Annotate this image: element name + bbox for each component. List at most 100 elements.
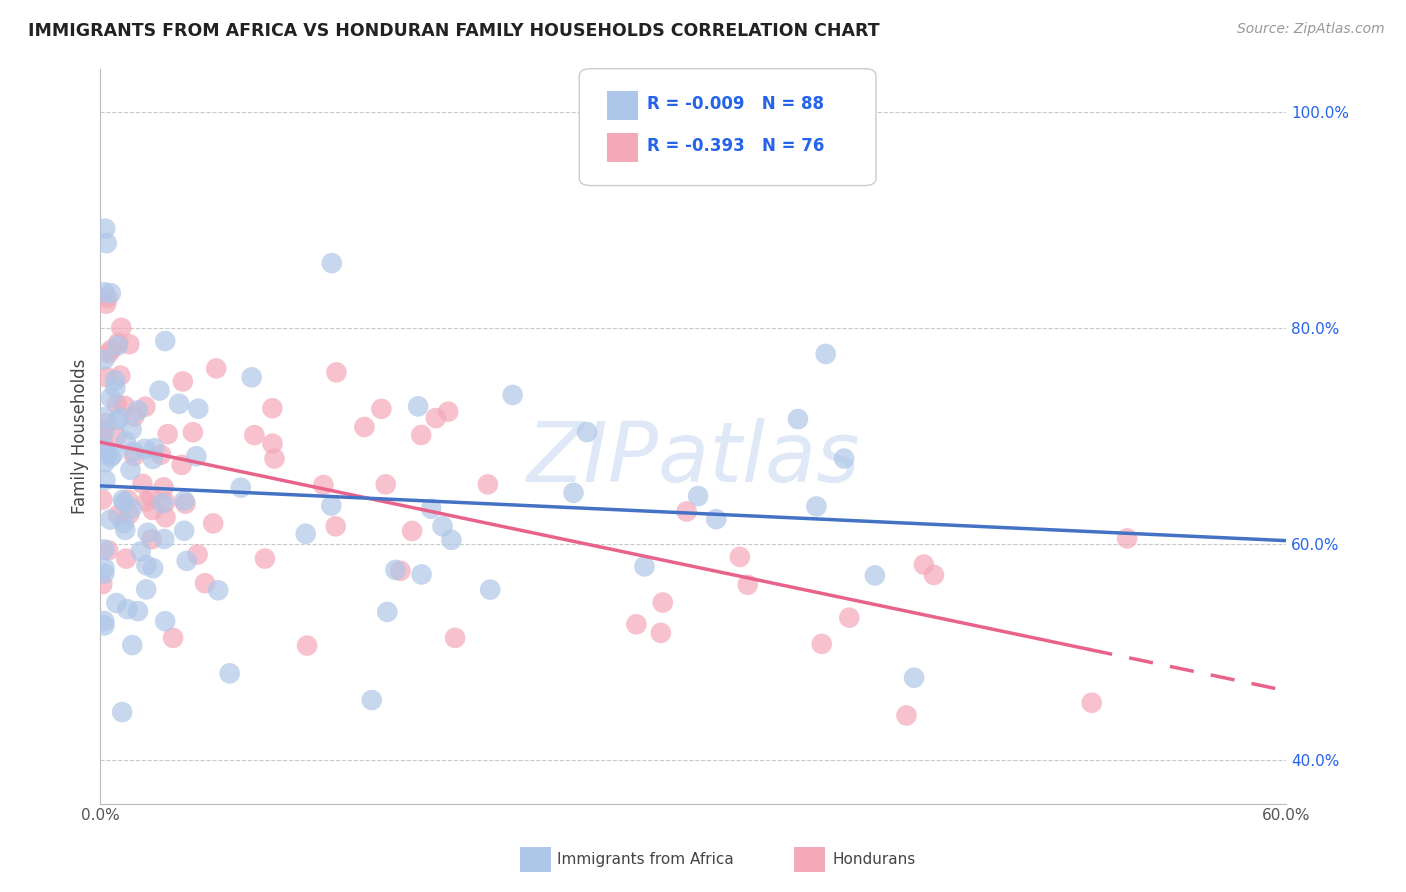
Point	[384, 563, 406, 577]
Point	[321, 499, 343, 513]
Point	[129, 544, 152, 558]
Point	[114, 434, 136, 449]
Point	[111, 492, 134, 507]
Point	[117, 602, 139, 616]
Text: Immigrants from Africa: Immigrants from Africa	[557, 853, 734, 867]
Point	[626, 617, 648, 632]
Point	[103, 447, 125, 461]
Point	[262, 401, 284, 416]
Point	[152, 496, 174, 510]
Point	[187, 548, 209, 562]
Point	[374, 477, 396, 491]
Point	[152, 480, 174, 494]
Point	[96, 296, 118, 310]
Point	[93, 352, 115, 367]
Point	[105, 397, 128, 411]
Point	[243, 428, 266, 442]
Text: IMMIGRANTS FROM AFRICA VS HONDURAN FAMILY HOUSEHOLDS CORRELATION CHART: IMMIGRANTS FROM AFRICA VS HONDURAN FAMIL…	[28, 22, 880, 40]
Point	[141, 532, 163, 546]
Point	[155, 495, 177, 509]
Point	[896, 708, 918, 723]
Point	[91, 577, 114, 591]
Point	[148, 384, 170, 398]
Point	[118, 507, 141, 521]
Point	[91, 492, 114, 507]
Point	[650, 625, 672, 640]
Point	[170, 458, 193, 472]
Text: Hondurans: Hondurans	[832, 853, 915, 867]
Point	[675, 504, 697, 518]
Point	[321, 256, 343, 270]
Point	[325, 519, 347, 533]
Point	[633, 559, 655, 574]
Point	[98, 513, 121, 527]
Point	[353, 420, 375, 434]
Point	[153, 614, 176, 628]
Point	[104, 373, 127, 387]
Point	[375, 605, 398, 619]
Point	[93, 618, 115, 632]
Point	[114, 399, 136, 413]
Y-axis label: Family Households: Family Households	[72, 359, 89, 514]
Point	[262, 436, 284, 450]
Point	[173, 524, 195, 538]
Text: R = -0.009   N = 88: R = -0.009 N = 88	[647, 95, 824, 113]
Point	[100, 286, 122, 301]
Point	[121, 422, 143, 436]
Point	[93, 442, 115, 456]
Point	[186, 450, 208, 464]
Point	[143, 442, 166, 456]
Point	[112, 495, 135, 509]
Point	[389, 564, 412, 578]
Point	[401, 524, 423, 538]
Point	[142, 452, 165, 467]
Point	[105, 429, 128, 443]
Point	[136, 525, 159, 540]
Point	[444, 631, 467, 645]
Point	[110, 320, 132, 334]
Point	[562, 485, 585, 500]
Point	[100, 450, 122, 464]
Point	[787, 412, 810, 426]
Point	[127, 403, 149, 417]
Point	[922, 568, 945, 582]
Point	[153, 532, 176, 546]
Point	[155, 334, 177, 348]
Point	[863, 568, 886, 582]
Point	[96, 446, 118, 460]
Point	[1116, 532, 1139, 546]
Point	[127, 604, 149, 618]
Point	[218, 666, 240, 681]
Point	[229, 481, 252, 495]
Point	[294, 526, 316, 541]
Point	[370, 401, 392, 416]
Point	[411, 428, 433, 442]
Point	[173, 493, 195, 508]
Point	[295, 639, 318, 653]
Point	[728, 549, 751, 564]
Point	[94, 473, 117, 487]
Point	[118, 337, 141, 351]
Point	[155, 510, 177, 524]
Point	[240, 370, 263, 384]
Point	[135, 494, 157, 508]
Point	[704, 512, 727, 526]
Point	[122, 449, 145, 463]
Point	[162, 631, 184, 645]
Point	[912, 558, 935, 572]
Point	[114, 523, 136, 537]
Point	[167, 397, 190, 411]
Point	[440, 533, 463, 547]
Point	[253, 551, 276, 566]
Point	[142, 561, 165, 575]
Point	[406, 400, 429, 414]
Point	[122, 444, 145, 458]
Point	[174, 497, 197, 511]
Point	[104, 381, 127, 395]
Point	[737, 578, 759, 592]
Point	[107, 338, 129, 352]
Point	[93, 614, 115, 628]
Point	[93, 566, 115, 581]
Point	[111, 705, 134, 719]
Point	[120, 463, 142, 477]
